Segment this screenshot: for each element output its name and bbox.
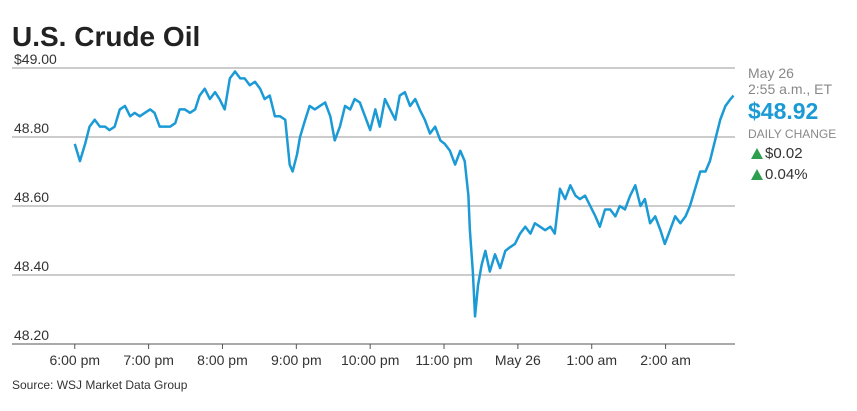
chart-title: U.S. Crude Oil <box>12 21 200 52</box>
x-tick-label: 9:00 pm <box>271 352 322 368</box>
quote-date: May 26 <box>748 65 794 81</box>
x-tick-label: 8:00 pm <box>197 352 248 368</box>
change-value: $0.02 <box>765 145 803 162</box>
quote-time: 2:55 a.m., ET <box>748 81 832 97</box>
x-tick-label: 10:00 pm <box>341 352 399 368</box>
up-arrow <box>751 169 763 180</box>
quote-price: $48.92 <box>748 98 818 124</box>
up-arrow <box>751 148 763 159</box>
x-tick-label: 6:00 pm <box>49 352 100 368</box>
x-tick-label: 1:00 am <box>566 352 617 368</box>
source-note: Source: WSJ Market Data Group <box>12 378 188 392</box>
x-tick-label: May 26 <box>495 352 541 368</box>
price-line <box>73 70 735 318</box>
y-tick-label: 48.40 <box>14 258 49 274</box>
y-tick-label: 48.20 <box>14 327 49 343</box>
change-label: DAILY CHANGE <box>748 127 836 141</box>
y-tick-label: $49.00 <box>14 51 57 67</box>
change-percent: 0.04% <box>765 166 808 183</box>
x-tick-label: 7:00 pm <box>123 352 174 368</box>
x-tick-label: 11:00 pm <box>415 352 472 368</box>
y-tick-label: 48.80 <box>14 120 49 136</box>
x-tick-label: 2:00 am <box>640 352 691 368</box>
y-tick-label: 48.60 <box>14 189 49 205</box>
